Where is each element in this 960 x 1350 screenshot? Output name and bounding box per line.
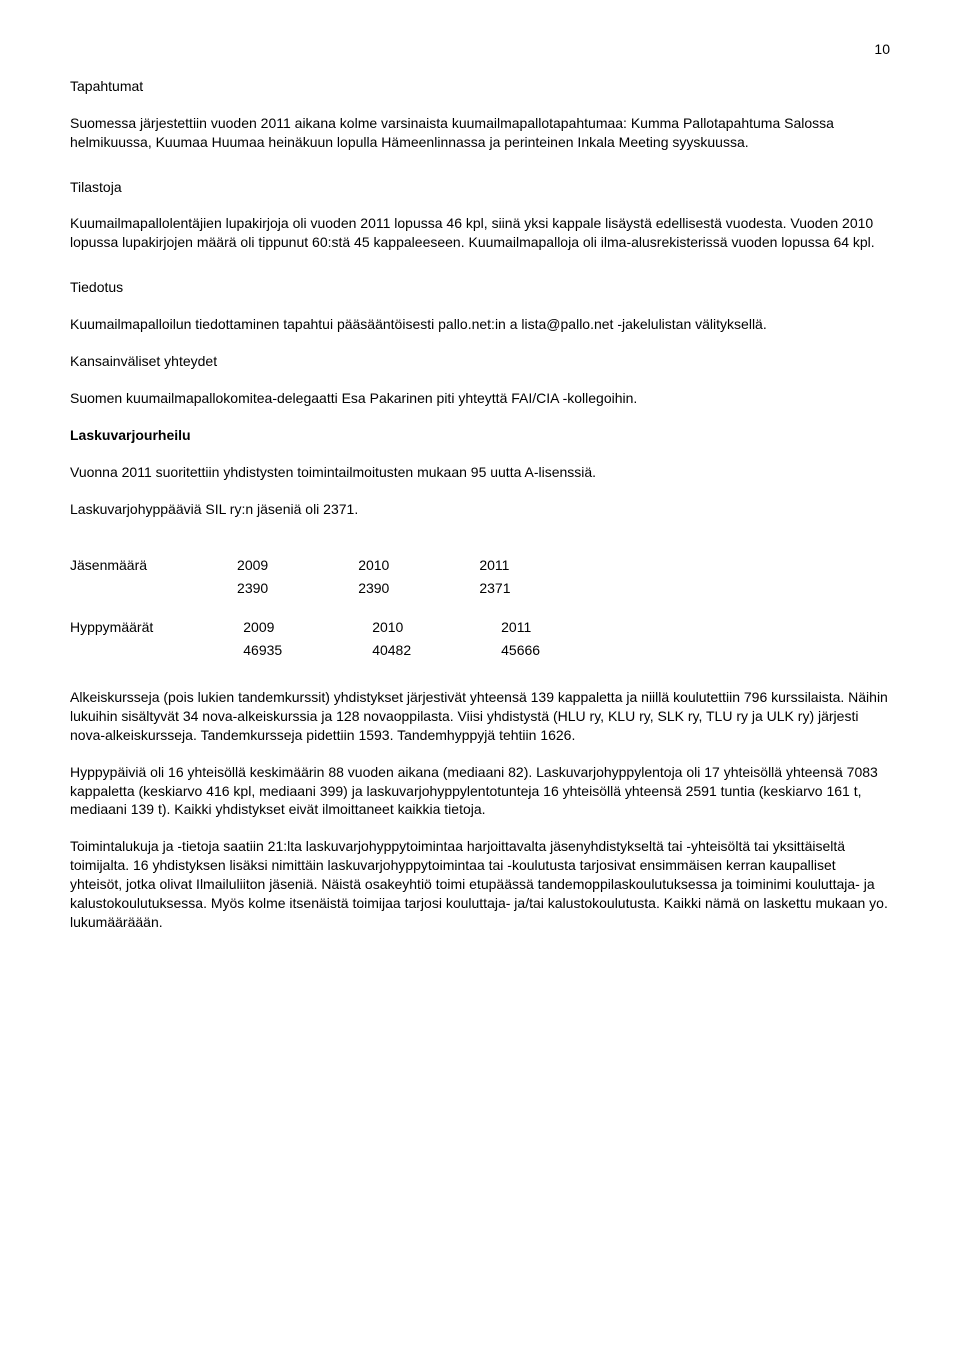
table-cell: 46935 [243, 639, 372, 662]
table-row: Jäsenmäärä 2009 2010 2011 [70, 554, 511, 577]
jasenmaara-table: Jäsenmäärä 2009 2010 2011 2390 2390 2371 [70, 554, 511, 600]
table-row: 2390 2390 2371 [70, 577, 511, 600]
paragraph: Laskuvarjohyppääviä SIL ry:n jäseniä oli… [70, 500, 890, 519]
table-cell: 40482 [372, 639, 501, 662]
section-title-kansainvaliset: Kansainväliset yhteydet [70, 352, 890, 371]
table-label: Hyppymäärät [70, 616, 243, 639]
table-header: 2009 [237, 554, 358, 577]
table-header: 2011 [479, 554, 510, 577]
paragraph: Suomessa järjestettiin vuoden 2011 aikan… [70, 114, 890, 152]
section-title-tapahtumat: Tapahtumat [70, 77, 890, 96]
table-cell: 45666 [501, 639, 540, 662]
paragraph: Hyppypäiviä oli 16 yhteisöllä keskimääri… [70, 763, 890, 820]
hyppymaarat-table: Hyppymäärät 2009 2010 2011 46935 40482 4… [70, 616, 540, 662]
paragraph: Vuonna 2011 suoritettiin yhdistysten toi… [70, 463, 890, 482]
table-cell: 2390 [358, 577, 479, 600]
table-label: Jäsenmäärä [70, 554, 237, 577]
table-cell: 2371 [479, 577, 510, 600]
paragraph: Kuumailmapalloilun tiedottaminen tapahtu… [70, 315, 890, 334]
table-header: 2010 [358, 554, 479, 577]
table-header: 2010 [372, 616, 501, 639]
paragraph: Kuumailmapallolentäjien lupakirjoja oli … [70, 214, 890, 252]
page-number: 10 [70, 40, 890, 59]
table-header: 2009 [243, 616, 372, 639]
table-cell: 2390 [237, 577, 358, 600]
paragraph: Suomen kuumailmapallokomitea-delegaatti … [70, 389, 890, 408]
section-title-tilastoja: Tilastoja [70, 178, 890, 197]
table-header: 2011 [501, 616, 540, 639]
section-title-tiedotus: Tiedotus [70, 278, 890, 297]
table-row: Hyppymäärät 2009 2010 2011 [70, 616, 540, 639]
paragraph: Alkeiskursseja (pois lukien tandemkurssi… [70, 688, 890, 745]
section-title-laskuvarjo: Laskuvarjourheilu [70, 426, 890, 445]
table-row: 46935 40482 45666 [70, 639, 540, 662]
paragraph: Toimintalukuja ja -tietoja saatiin 21:lt… [70, 837, 890, 931]
